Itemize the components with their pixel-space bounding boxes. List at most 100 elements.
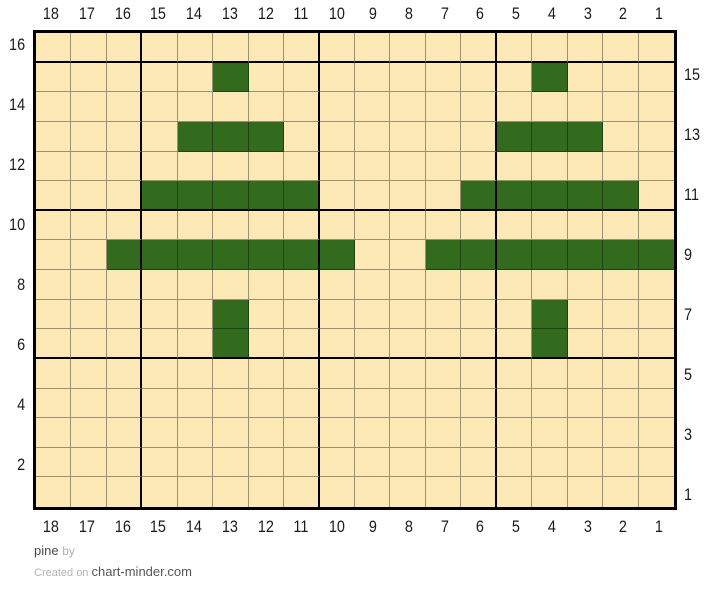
stitch-cell-background [213,388,249,419]
stitch-cell-background [638,270,674,300]
top-axis-label: 18 [42,4,59,23]
top-axis-label: 9 [368,4,377,23]
stitch-cell-background [142,121,178,152]
top-axis-label: 2 [619,4,628,23]
stitch-cell-green [177,121,214,152]
title-line: pine by [34,543,192,558]
stitch-cell-background [284,62,320,93]
stitch-cell-green [213,121,249,152]
stitch-cell-background [319,270,355,300]
stitch-cell-background [213,447,249,478]
chart-minder-link[interactable]: chart-minder.com [91,564,192,579]
stitch-cell-background [248,388,285,419]
top-axis-label: 14 [185,4,203,23]
left-axis-label-empty-slot [2,180,27,210]
stitch-cell-background [284,121,320,152]
stitch-cell-background [106,33,143,63]
stitch-cell-background [567,329,604,359]
stitch-cell-background [106,121,143,152]
stitch-cell-background [603,210,639,241]
stitch-cell-background [638,62,674,93]
left-axis-label-empty-slot [2,60,27,90]
stitch-cell-background [354,62,391,93]
stitch-cell-background [142,388,178,419]
stitch-cell-background [36,358,72,389]
left-axis-label-empty-slot [2,480,27,510]
top-axis-label: 5 [511,4,521,23]
stitch-cell-background [36,299,72,330]
bottom-axis-label: 17 [78,517,95,536]
stitch-cell-background [106,477,143,507]
stitch-cell-background [284,92,320,122]
stitch-cell-background [638,151,674,182]
stitch-cell-background [354,388,391,419]
stitch-cell-background [71,418,107,448]
stitch-cell-background [532,388,568,419]
left-axis-label: 8 [17,275,26,294]
stitch-cell-background [284,358,320,389]
stitch-cell-background [461,418,497,448]
stitch-cell-green [532,329,568,359]
stitch-cell-background [496,477,533,507]
stitch-cell-green [496,240,533,270]
stitch-cell-background [603,121,639,152]
stitch-cell-background [638,121,674,152]
attribution-line: Created on chart-minder.com [34,564,192,579]
stitch-cell-background [425,447,462,478]
stitch-cell-background [390,240,426,270]
stitch-cell-background [36,270,72,300]
stitch-cell-background [461,299,497,330]
stitch-cell-background [390,447,426,478]
stitch-cell-background [496,447,533,478]
stitch-cell-background [461,447,497,478]
stitch-cell-background [603,62,639,93]
stitch-cell-background [461,388,497,419]
top-axis-label: 11 [293,4,309,23]
bottom-axis: 18 17 16 15 14 13 12 11 10 9 8 7 6 5 4 3 2 1 [33,514,677,540]
stitch-cell-background [284,418,320,448]
stitch-cell-background [390,358,426,389]
stitch-cell-background [354,181,391,211]
stitch-cell-green [532,181,568,211]
stitch-cell-background [461,33,497,63]
bottom-axis-label: 16 [114,517,131,536]
stitch-cell-green [213,181,249,211]
stitch-cell-background [319,447,355,478]
stitch-cell-background [36,329,72,359]
top-axis-label: 13 [221,4,238,23]
stitch-cell-background [496,270,533,300]
stitch-cell-background [36,388,72,419]
top-axis-label: 4 [547,4,556,23]
left-axis-label: 10 [9,215,26,234]
stitch-cell-background [71,62,107,93]
stitch-cell-background [390,181,426,211]
stitch-cell-background [496,151,533,182]
bottom-axis-label: 11 [293,517,309,536]
stitch-cell-background [425,358,462,389]
right-axis-label: 7 [684,305,693,324]
stitch-cell-background [638,329,674,359]
stitch-cell-background [390,92,426,122]
stitch-cell-green [248,181,285,211]
left-axis-label: 6 [17,335,26,354]
left-axis-label: 4 [17,395,26,414]
stitch-cell-background [106,418,143,448]
stitch-cell-background [603,151,639,182]
stitch-cell-background [142,447,178,478]
created-on-label: Created on [34,567,89,579]
right-axis-label-empty-slot [683,30,708,60]
bottom-axis-label: 2 [619,517,628,536]
top-axis-label: 17 [78,4,95,23]
stitch-cell-background [354,447,391,478]
right-axis: 15 13 11 9 7 5 3 1 [681,30,709,510]
stitch-cell-background [532,358,568,389]
stitch-cell-background [354,33,391,63]
stitch-cell-background [603,299,639,330]
stitch-cell-background [496,92,533,122]
stitch-cell-green [177,181,214,211]
stitch-cell-background [177,418,214,448]
stitch-cell-green [532,240,568,270]
stitch-cell-background [638,181,674,211]
stitch-cell-background [177,447,214,478]
stitch-cell-background [354,210,391,241]
